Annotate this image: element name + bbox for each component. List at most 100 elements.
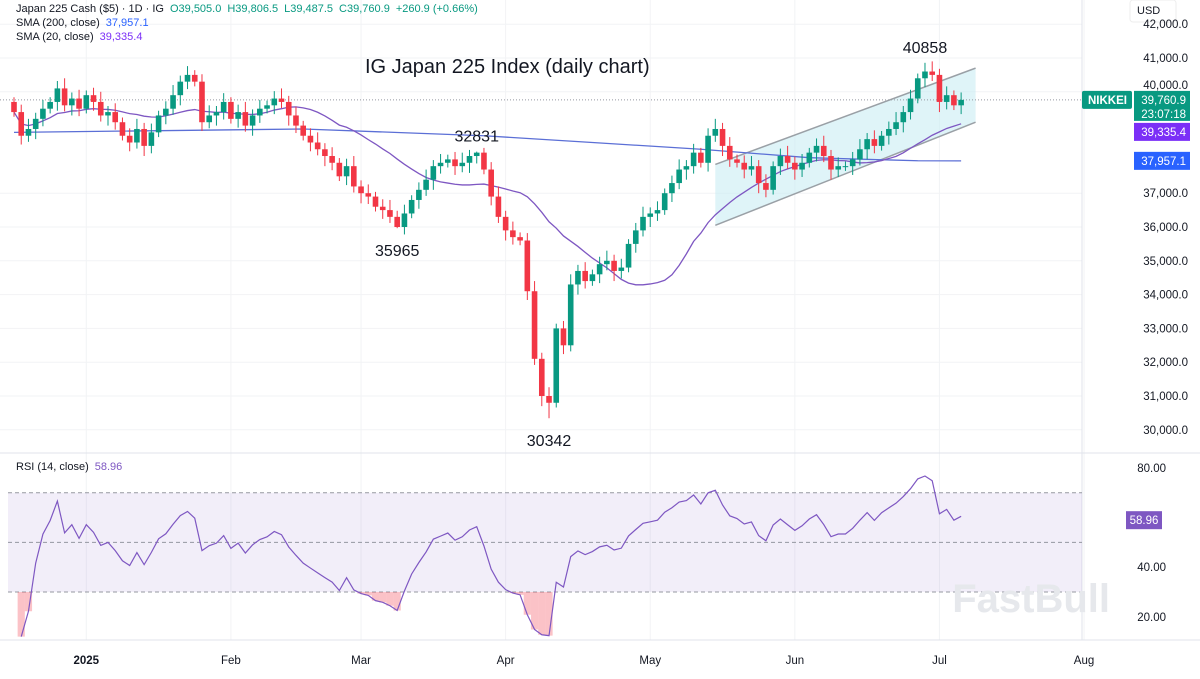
- price-tick-label: 41,000.0: [1143, 53, 1188, 65]
- candle: [777, 148, 784, 175]
- candle: [820, 135, 827, 163]
- price-axis[interactable]: 42,000.0 41,000.0 40,000.0 37,000.0 36,000.0…: [1143, 19, 1188, 437]
- candle: [170, 85, 176, 115]
- candle-body: [18, 112, 25, 136]
- candle-body: [206, 115, 213, 123]
- price-tick-label: 35,000.0: [1143, 256, 1188, 268]
- candle: [958, 92, 964, 115]
- candle-body: [459, 162, 466, 167]
- rsi-tag-value: 58.96: [1130, 515, 1159, 527]
- candle: [734, 154, 740, 168]
- annotation-label: 35965: [375, 243, 420, 260]
- candle-body: [184, 74, 191, 82]
- candle-body: [322, 149, 328, 157]
- candles: [11, 61, 964, 419]
- candle-body: [502, 216, 509, 231]
- candle-body: [83, 95, 90, 109]
- candle-body: [264, 105, 270, 109]
- candle: [596, 256, 603, 284]
- rsi-axis[interactable]: 80.00 40.00 20.00: [1137, 463, 1166, 624]
- legend-sma20-value: 39,335.4: [100, 31, 143, 43]
- candle: [690, 143, 697, 174]
- time-axis[interactable]: 2025 Feb Mar Apr May Jun Jul Aug: [74, 655, 1095, 667]
- candle-body: [719, 128, 726, 146]
- candle: [235, 104, 241, 128]
- candle-body: [97, 101, 104, 116]
- legend-sma20[interactable]: SMA (20, close): [16, 31, 94, 43]
- candle: [575, 264, 581, 295]
- last-price-tag: NIKKEI 39,760.9 23:07:18: [1082, 90, 1190, 121]
- candle-body: [452, 159, 458, 167]
- candle: [423, 169, 429, 196]
- time-tick-label: Mar: [351, 655, 371, 667]
- last-price-value: 39,760.9: [1141, 95, 1186, 107]
- candle: [141, 122, 147, 157]
- candle: [358, 180, 364, 204]
- price-tick-label: 31,000.0: [1143, 391, 1188, 403]
- candle-body: [820, 145, 827, 157]
- candle-body: [69, 98, 75, 106]
- candle: [285, 95, 292, 126]
- candle: [900, 105, 907, 133]
- rsi-oversold-fill: [17, 592, 553, 637]
- candle: [936, 68, 943, 113]
- candle: [199, 74, 205, 132]
- candle-body: [726, 145, 733, 160]
- candle-body: [799, 162, 805, 170]
- candle: [40, 99, 46, 127]
- candle: [929, 61, 936, 81]
- rsi-tick-label: 20.00: [1137, 612, 1166, 624]
- candle: [705, 128, 711, 172]
- candle: [857, 139, 863, 166]
- candle: [163, 101, 169, 125]
- candle: [329, 147, 335, 171]
- candle: [184, 66, 191, 90]
- candle-body: [379, 206, 386, 211]
- candle-body: [806, 152, 813, 163]
- candle: [784, 145, 791, 169]
- candle-body: [119, 122, 126, 136]
- candle: [806, 147, 813, 168]
- time-tick-label: Jun: [786, 655, 805, 667]
- candle-body: [126, 135, 133, 143]
- candle: [61, 78, 68, 112]
- countdown: 23:07:18: [1141, 109, 1186, 121]
- candle: [293, 106, 299, 134]
- candle: [669, 175, 675, 202]
- price-tick-label: 32,000.0: [1143, 357, 1188, 369]
- candle: [632, 222, 639, 253]
- candle-body: [943, 95, 950, 102]
- candle: [640, 206, 646, 237]
- candle-body: [314, 142, 321, 150]
- candle-body: [242, 112, 249, 126]
- currency-box[interactable]: [1129, 0, 1177, 23]
- candle-body: [343, 166, 350, 177]
- candle: [416, 182, 422, 209]
- candle-body: [358, 186, 364, 194]
- candle: [97, 91, 104, 122]
- candle-body: [191, 74, 198, 82]
- candle: [951, 90, 957, 111]
- candle: [379, 199, 386, 219]
- candle-body: [567, 284, 574, 346]
- candle-body: [864, 139, 870, 150]
- currency-label: USD: [1137, 5, 1160, 17]
- candle: [488, 162, 494, 206]
- candle: [604, 250, 610, 271]
- candle: [864, 133, 870, 160]
- candle-body: [90, 95, 97, 102]
- candle: [264, 100, 270, 114]
- candle: [618, 258, 625, 279]
- annotation-label: 40858: [903, 40, 948, 57]
- candle-body: [893, 122, 899, 129]
- candle-body: [134, 128, 140, 143]
- candle: [437, 153, 444, 174]
- candle: [726, 137, 733, 167]
- sma200-tag: 37,957.1: [1134, 151, 1190, 170]
- candle-body: [748, 166, 755, 170]
- legend-sma200[interactable]: SMA (200, close): [16, 17, 100, 29]
- candle-body: [423, 179, 429, 190]
- candle: [524, 233, 531, 301]
- candle-body: [676, 169, 682, 184]
